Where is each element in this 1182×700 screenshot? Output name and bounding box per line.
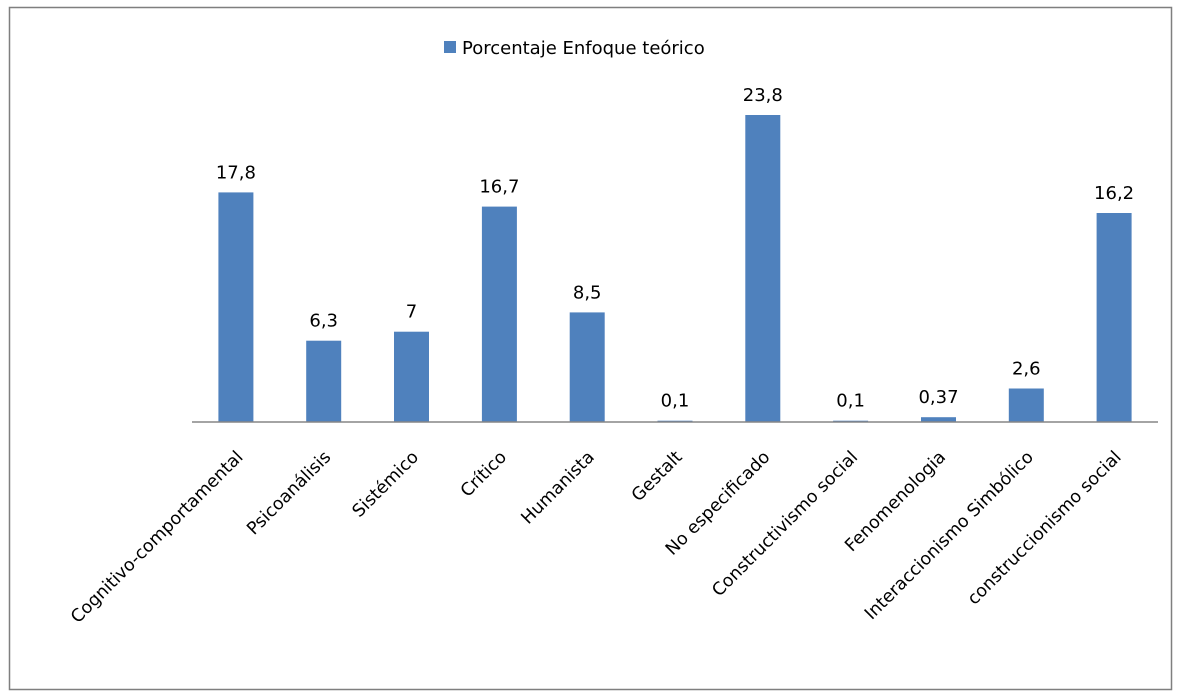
bar: [306, 340, 342, 422]
data-label: 16,7: [479, 177, 519, 198]
data-label: 2,6: [1012, 359, 1041, 380]
data-label: 23,8: [743, 85, 783, 106]
bar: [1096, 213, 1132, 422]
bar: [481, 206, 517, 422]
legend-label: Porcentaje Enfoque teórico: [462, 38, 705, 59]
bar: [921, 417, 956, 422]
data-label: 0,1: [661, 391, 690, 412]
data-label: 0,37: [918, 387, 958, 408]
bar: [218, 192, 254, 422]
data-label: 0,1: [836, 391, 865, 412]
data-label: 7: [406, 302, 417, 323]
data-label: 6,3: [309, 311, 338, 332]
data-label: 17,8: [216, 162, 256, 183]
legend-swatch: [444, 41, 456, 53]
bar: [569, 312, 605, 423]
bar: [1008, 388, 1044, 422]
data-label: 8,5: [573, 282, 602, 303]
data-labels: 17,8 6,3 7 16,7 8,5 0,1 23,8 0,1 0,37 2,6 16,2: [216, 85, 1134, 412]
bar: [394, 331, 429, 422]
legend: Porcentaje Enfoque teórico: [444, 38, 705, 59]
data-label: 16,2: [1094, 183, 1134, 204]
bar: [745, 115, 781, 422]
